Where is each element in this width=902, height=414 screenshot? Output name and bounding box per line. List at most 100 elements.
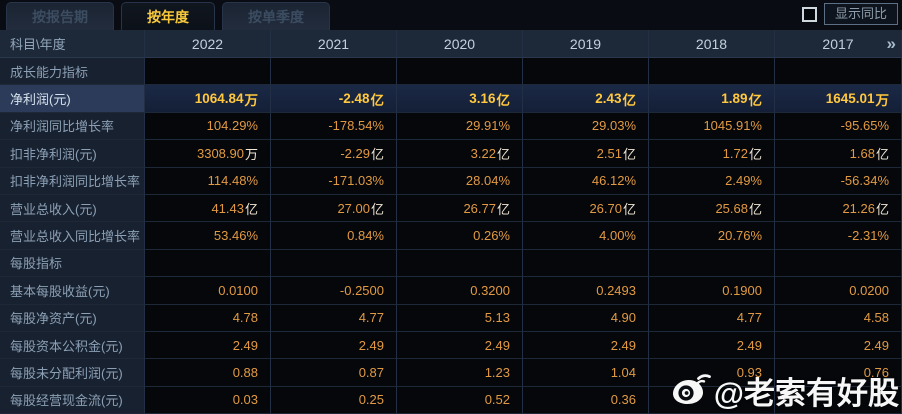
row-label: 每股资本公积金(元) [0,331,145,360]
row-label: 每股未分配利润(元) [0,359,145,387]
value-cell: 2.49% [649,167,775,195]
value-cell: -171.03% [271,167,397,195]
row-label: 扣非净利润(元) [0,140,145,168]
value-cell: 0.2493 [523,277,649,305]
year-label: 2017 [822,35,854,52]
value-cell: 41.43 亿 [145,194,271,223]
value-cell: 2.51 亿 [523,140,649,168]
year-column-header[interactable]: 2021 [271,30,397,58]
value-cell: 27.00 亿 [271,194,397,223]
value-cell: 1.68 亿 [775,140,902,168]
value-cell: 4.77 [649,304,775,332]
yoy-controls: 显示同比 [801,3,898,25]
value-cell: 46.12% [523,167,649,195]
table-row[interactable]: 每股净资产(元) 4.78 4.77 5.13 4.90 4.77 4.58 [0,304,902,332]
value-cell: -56.34% [775,167,902,195]
value-cell: 2.49 [271,331,397,360]
value-cell: -95.65% [775,112,902,141]
value-cell: 2.43 亿 [523,85,649,113]
value-cell: 1.23 [397,359,523,387]
value-cell: 1.04 [523,359,649,387]
tab-report-period[interactable]: 按报告期 [6,2,114,30]
value-cell [145,58,271,86]
value-cell: -2.29 亿 [271,140,397,168]
value-cell: 0.25 [271,386,397,414]
section-label: 成长能力指标 [0,58,145,86]
value-cell: 1.72 亿 [649,140,775,168]
value-cell: 29.91% [397,112,523,141]
value-cell: 0.93 [649,359,775,387]
table-header-row: 科目\年度 2022 2021 2020 2019 2018 2017 » [0,30,902,58]
more-years-icon[interactable]: » [886,33,897,53]
value-cell: -2.31% [775,222,902,250]
value-cell: 0.87 [271,359,397,387]
value-cell: 20.76% [649,222,775,250]
value-cell: 104.29% [145,112,271,141]
financial-table: 科目\年度 2022 2021 2020 2019 2018 2017 » 成长… [0,30,902,414]
show-yoy-checkbox[interactable] [801,6,817,22]
table-row[interactable]: 每股未分配利润(元) 0.88 0.87 1.23 1.04 0.93 0.76 [0,359,902,387]
table-row[interactable]: 每股经营现金流(元) 0.03 0.25 0.52 0.36 [0,386,902,414]
row-label: 净利润(元) [0,85,145,113]
row-label: 营业总收入同比增长率 [0,222,145,250]
value-cell [397,58,523,86]
value-cell [145,249,271,278]
value-cell: 1645.01 万 [775,85,902,113]
value-cell: 1045.91% [649,112,775,141]
row-label: 每股经营现金流(元) [0,386,145,414]
value-cell: 4.58 [775,304,902,332]
value-cell: 4.00% [523,222,649,250]
value-cell: 0.88 [145,359,271,387]
value-cell: 4.77 [271,304,397,332]
value-cell: 26.77 亿 [397,194,523,223]
value-cell [649,249,775,278]
value-cell: 3.16 亿 [397,85,523,113]
show-yoy-button[interactable]: 显示同比 [823,3,898,25]
year-column-header[interactable]: 2020 [397,30,523,58]
tab-bar: 按报告期 按年度 按单季度 显示同比 [0,0,902,30]
table-row[interactable]: 每股资本公积金(元) 2.49 2.49 2.49 2.49 2.49 2.49 [0,331,902,360]
year-column-header[interactable]: 2019 [523,30,649,58]
table-section-row: 每股指标 [0,249,902,278]
table-row[interactable]: 扣非净利润(元) 3308.90 万 -2.29 亿 3.22 亿 2.51 亿 1.72 亿 1.6… [0,140,902,168]
corner-header: 科目\年度 [0,30,145,58]
row-label: 营业总收入(元) [0,194,145,223]
value-cell: 0.0100 [145,277,271,305]
value-cell: 114.48% [145,167,271,195]
year-column-header[interactable]: 2022 [145,30,271,58]
value-cell [775,386,902,414]
table-row[interactable]: 营业总收入(元) 41.43 亿 27.00 亿 26.77 亿 26.70 亿 25.68 亿 21… [0,194,902,223]
value-cell: 53.46% [145,222,271,250]
table-row[interactable]: 净利润同比增长率 104.29% -178.54% 29.91% 29.03% 1045.… [0,112,902,141]
value-cell: 29.03% [523,112,649,141]
year-column-header[interactable]: 2018 [649,30,775,58]
value-cell: 0.76 [775,359,902,387]
table-section-row: 成长能力指标 [0,58,902,86]
value-cell [271,58,397,86]
value-cell [649,386,775,414]
value-cell: 2.49 [775,331,902,360]
value-cell: 25.68 亿 [649,194,775,223]
tab-yearly[interactable]: 按年度 [121,2,215,30]
value-cell: 3308.90 万 [145,140,271,168]
value-cell: 0.0200 [775,277,902,305]
value-cell: 21.26 亿 [775,194,902,223]
table-row[interactable]: 净利润(元) 1064.84 万 -2.48 亿 3.16 亿 2.43 亿 1.89 亿 1645.… [0,85,902,113]
value-cell: 1064.84 万 [145,85,271,113]
table-row[interactable]: 扣非净利润同比增长率 114.48% -171.03% 28.04% 46.12% 2.4… [0,167,902,195]
table-row[interactable]: 基本每股收益(元) 0.0100 -0.2500 0.3200 0.2493 0.1900… [0,277,902,305]
value-cell: -178.54% [271,112,397,141]
tab-single-quarter[interactable]: 按单季度 [222,2,330,30]
value-cell: 0.52 [397,386,523,414]
table-row[interactable]: 营业总收入同比增长率 53.46% 0.84% 0.26% 4.00% 20.76% -2.… [0,222,902,250]
value-cell: 4.78 [145,304,271,332]
row-label: 净利润同比增长率 [0,112,145,141]
value-cell: 3.22 亿 [397,140,523,168]
row-label: 每股净资产(元) [0,304,145,332]
section-label: 每股指标 [0,249,145,278]
value-cell: 2.49 [523,331,649,360]
year-column-header[interactable]: 2017 » [775,30,902,58]
row-label: 扣非净利润同比增长率 [0,167,145,195]
value-cell: 2.49 [649,331,775,360]
value-cell: -2.48 亿 [271,85,397,113]
